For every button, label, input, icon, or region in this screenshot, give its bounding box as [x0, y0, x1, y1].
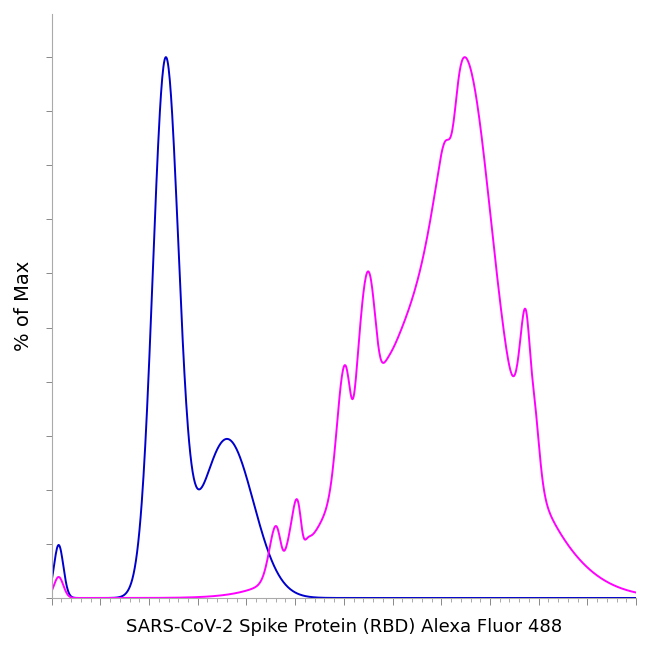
X-axis label: SARS-CoV-2 Spike Protein (RBD) Alexa Fluor 488: SARS-CoV-2 Spike Protein (RBD) Alexa Flu… — [126, 618, 562, 636]
Y-axis label: % of Max: % of Max — [14, 261, 33, 351]
